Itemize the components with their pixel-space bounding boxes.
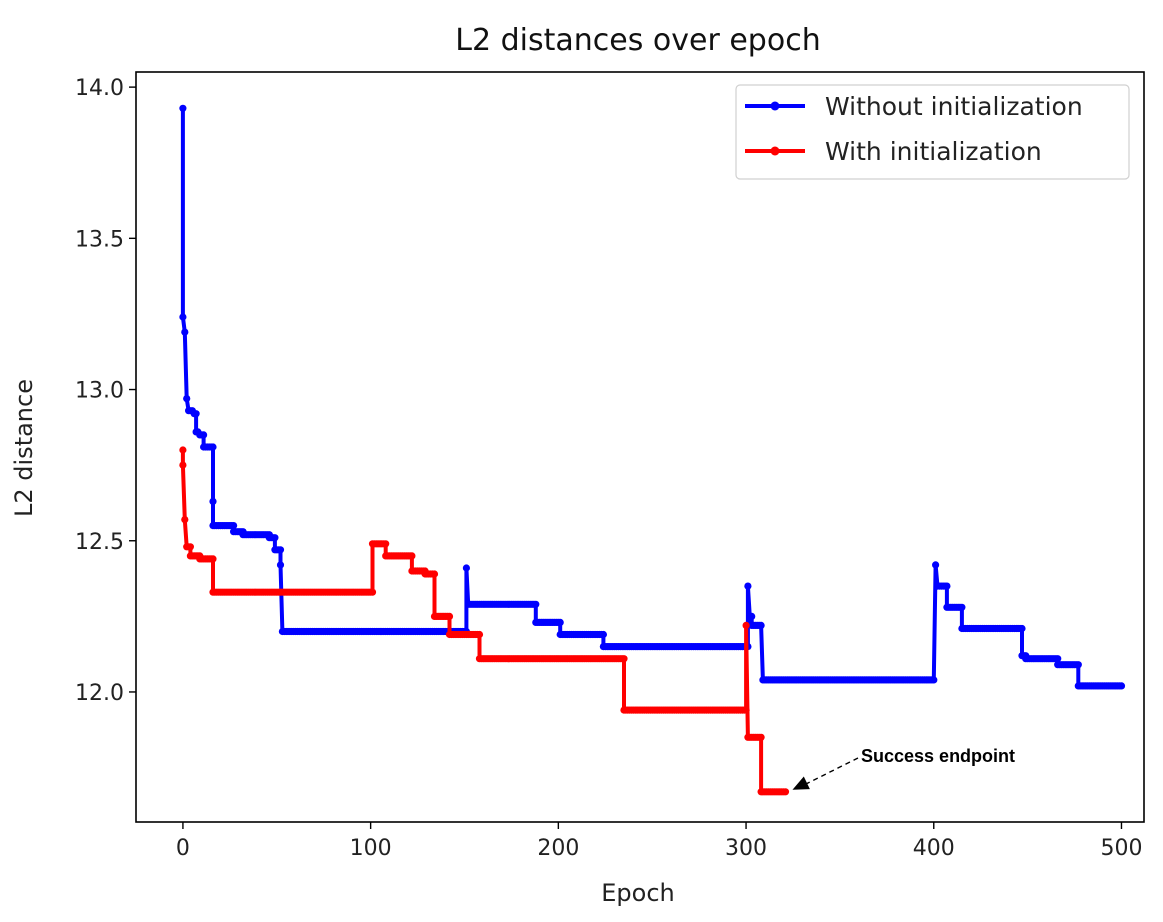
series-point-without — [757, 621, 765, 630]
series-point-without — [1054, 655, 1062, 663]
y-tick-label: 12.5 — [75, 530, 124, 555]
series-point-without — [209, 443, 217, 451]
annotation-arrow-line — [806, 757, 859, 785]
y-tick-label: 13.0 — [75, 379, 124, 404]
series-point-with — [382, 540, 390, 548]
annotation-text: Success endpoint — [861, 746, 1015, 766]
series-point-with — [186, 543, 194, 551]
series-point-without — [744, 582, 752, 590]
series-point-without — [532, 600, 540, 608]
series-point-with — [430, 570, 439, 578]
x-tick-label: 500 — [1100, 836, 1142, 861]
series-point-with — [445, 612, 454, 621]
series-point-without — [1018, 624, 1026, 633]
series-point-without — [958, 603, 966, 611]
series-point-with — [368, 588, 377, 596]
series-line-with — [180, 450, 786, 794]
series-point-without — [930, 676, 938, 684]
x-axis: 0 100 200 300 400 500 — [176, 822, 1142, 861]
series-point-without — [230, 522, 238, 530]
series-point-with — [742, 621, 750, 630]
plot-frame — [135, 71, 1145, 823]
series-point-with — [757, 733, 765, 741]
series-point-with — [475, 630, 484, 639]
chart-title: L2 distances over epoch — [455, 23, 820, 58]
series-point-without — [179, 313, 187, 321]
legend-marker-with — [770, 146, 780, 156]
x-tick-label: 300 — [725, 836, 767, 861]
series-point-with — [742, 706, 750, 714]
x-tick-label: 100 — [350, 836, 392, 861]
series-point-without — [181, 328, 189, 336]
series-point-without — [276, 561, 285, 569]
series-point-without — [1117, 682, 1126, 690]
series-point-with — [181, 516, 189, 524]
series-point-without — [462, 564, 470, 572]
series-point-without — [179, 104, 187, 112]
x-tick-label: 400 — [913, 836, 955, 861]
legend: Without initialization With initializati… — [735, 84, 1130, 180]
y-tick-label: 13.5 — [75, 227, 124, 252]
series-point-with — [179, 446, 187, 454]
series-point-without — [932, 561, 940, 569]
series-point-with — [781, 788, 790, 796]
series-point-without — [192, 410, 200, 418]
series-line-without — [180, 108, 1122, 688]
x-tick-label: 0 — [176, 836, 190, 861]
series-point-without — [556, 618, 564, 627]
series-point-without — [200, 431, 208, 439]
legend-label-without: Without initialization — [825, 92, 1083, 121]
series-point-without — [183, 395, 191, 403]
y-tick-label: 14.0 — [75, 76, 124, 101]
series-point-without — [943, 582, 951, 590]
legend-label-with: With initialization — [825, 137, 1042, 166]
series-point-without — [748, 612, 756, 621]
plot-area — [179, 104, 1126, 796]
annotation: Success endpoint — [792, 746, 1015, 790]
series-point-with — [620, 655, 628, 663]
x-axis-label: Epoch — [601, 879, 675, 907]
series-point-with — [179, 461, 187, 469]
annotation-arrow-head — [792, 776, 810, 790]
series-point-with — [408, 552, 416, 560]
y-tick-label: 12.0 — [75, 681, 124, 706]
series-point-without — [599, 630, 608, 639]
legend-box — [735, 84, 1130, 180]
series-point-without — [271, 534, 279, 542]
legend-marker-without — [770, 101, 780, 111]
series-point-with — [209, 555, 217, 563]
y-axis-label: L2 distance — [10, 379, 38, 517]
x-tick-label: 200 — [537, 836, 579, 861]
series-point-without — [209, 497, 217, 505]
y-axis: 12.0 12.5 13.0 13.5 14.0 — [75, 76, 136, 706]
series-point-without — [1074, 661, 1082, 669]
series-point-without — [276, 546, 285, 554]
